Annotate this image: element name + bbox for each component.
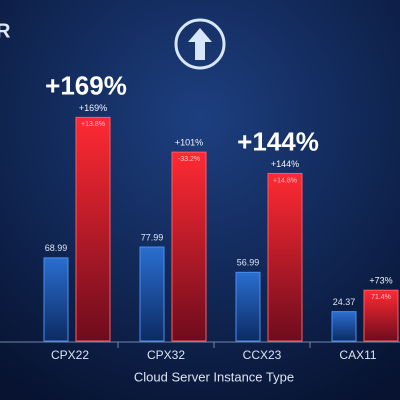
change-label: +169%: [79, 103, 107, 113]
inner-label: 71.4%: [371, 294, 391, 301]
bar: [235, 271, 261, 342]
bar: [75, 116, 111, 342]
change-label: +73%: [369, 276, 392, 286]
annotation: +169%: [45, 70, 127, 100]
inner-label: -33.2%: [178, 156, 200, 163]
x-tick-label: CPX32: [147, 348, 185, 362]
bar: [139, 246, 165, 342]
value-label: 77.99: [141, 232, 164, 242]
value-label: 24.37: [333, 297, 356, 307]
x-tick-label: CCX23: [243, 348, 282, 362]
bar: [363, 289, 399, 342]
change-label: +101%: [175, 138, 203, 148]
x-tick-label: CPX22: [51, 348, 89, 362]
value-label: 68.99: [45, 243, 68, 253]
x-axis-title: Cloud Server Instance Type: [134, 369, 294, 384]
inner-label: +14.8%: [273, 177, 297, 184]
bar: [267, 172, 303, 342]
logo: R: [0, 20, 11, 42]
change-label: +144%: [271, 159, 299, 169]
inner-label: +13.8%: [81, 121, 105, 128]
bar: [43, 257, 69, 342]
value-label: 56.99: [237, 258, 260, 268]
bar: [171, 151, 207, 342]
up-icon: [174, 18, 226, 70]
x-tick-label: CAX11: [339, 348, 376, 362]
annotation: +144%: [237, 126, 319, 156]
bar: [331, 311, 357, 342]
